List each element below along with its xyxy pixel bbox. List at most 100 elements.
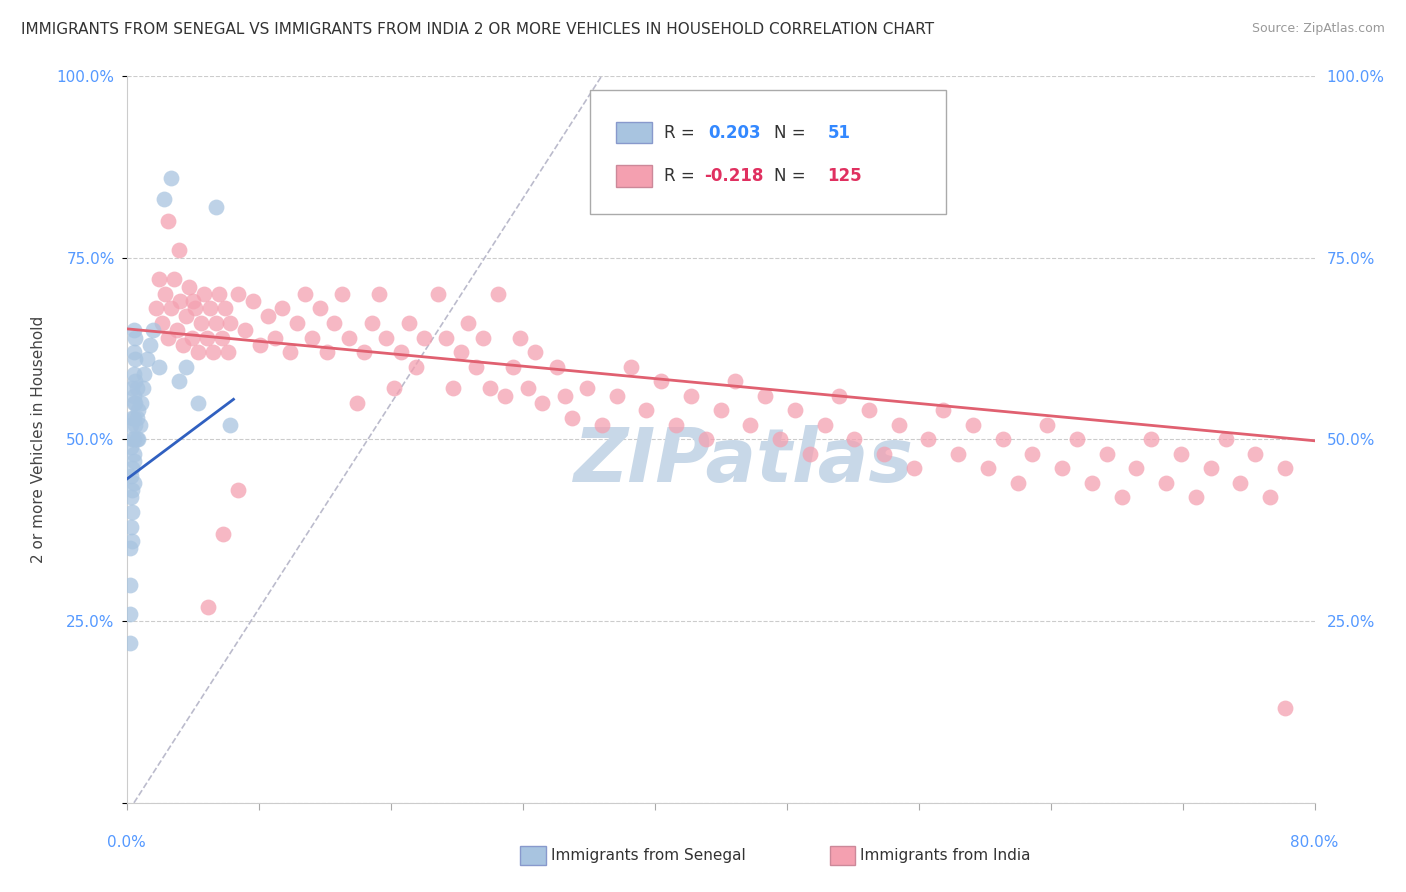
Point xyxy=(139,338,162,352)
Point xyxy=(204,316,226,330)
Point xyxy=(121,381,143,395)
Point xyxy=(207,287,229,301)
FancyBboxPatch shape xyxy=(591,90,946,214)
Point xyxy=(264,330,287,344)
Point xyxy=(278,345,301,359)
Point xyxy=(591,417,613,432)
Text: IMMIGRANTS FROM SENEGAL VS IMMIGRANTS FROM INDIA 2 OR MORE VEHICLES IN HOUSEHOLD: IMMIGRANTS FROM SENEGAL VS IMMIGRANTS FR… xyxy=(21,22,934,37)
Point xyxy=(405,359,427,374)
Point xyxy=(219,316,242,330)
Point xyxy=(118,541,141,556)
Point xyxy=(650,374,672,388)
Point xyxy=(441,381,464,395)
Point xyxy=(813,417,835,432)
Point xyxy=(217,345,239,359)
Point xyxy=(211,330,233,344)
Point xyxy=(122,454,145,468)
Point xyxy=(636,403,658,417)
Text: 125: 125 xyxy=(828,167,862,186)
Point xyxy=(828,389,851,403)
Point xyxy=(174,359,197,374)
Point xyxy=(125,410,148,425)
Point xyxy=(127,432,149,446)
Point xyxy=(316,345,339,359)
Point xyxy=(124,352,146,367)
Point xyxy=(464,359,486,374)
Point xyxy=(167,374,190,388)
Point xyxy=(125,381,148,395)
Point xyxy=(472,330,495,344)
Text: N =: N = xyxy=(775,123,806,142)
Point xyxy=(150,316,173,330)
Point xyxy=(160,301,183,316)
Point xyxy=(546,359,568,374)
Point xyxy=(124,396,146,410)
Point xyxy=(665,417,688,432)
Point xyxy=(124,374,146,388)
Point xyxy=(142,323,165,337)
Point xyxy=(193,287,215,301)
Point xyxy=(201,345,224,359)
Point xyxy=(157,214,180,228)
Point xyxy=(122,410,145,425)
Point xyxy=(204,200,226,214)
Point xyxy=(285,316,308,330)
Point xyxy=(118,607,141,621)
Point xyxy=(1036,417,1059,432)
Point xyxy=(187,345,209,359)
Point xyxy=(1021,447,1043,461)
Text: 80.0%: 80.0% xyxy=(1291,836,1339,850)
Point xyxy=(337,330,360,344)
Text: Immigrants from Senegal: Immigrants from Senegal xyxy=(551,848,747,863)
Point xyxy=(932,403,955,417)
Point xyxy=(122,475,145,490)
Point xyxy=(271,301,294,316)
Point xyxy=(190,316,212,330)
Point xyxy=(783,403,806,417)
Point xyxy=(167,244,190,258)
Point xyxy=(516,381,538,395)
Point xyxy=(457,316,479,330)
Point xyxy=(903,461,925,475)
Point xyxy=(197,599,219,614)
Point xyxy=(233,323,257,337)
Point xyxy=(1229,475,1251,490)
Point xyxy=(308,301,330,316)
Point xyxy=(153,287,176,301)
Point xyxy=(679,389,702,403)
Point xyxy=(121,505,143,519)
Text: Source: ZipAtlas.com: Source: ZipAtlas.com xyxy=(1251,22,1385,36)
Point xyxy=(172,338,194,352)
Y-axis label: 2 or more Vehicles in Household: 2 or more Vehicles in Household xyxy=(31,316,45,563)
Point xyxy=(124,417,146,432)
Text: Immigrants from India: Immigrants from India xyxy=(860,848,1031,863)
Point xyxy=(122,323,145,337)
Point xyxy=(122,389,145,403)
Text: -0.218: -0.218 xyxy=(704,167,763,186)
Bar xyxy=(616,121,651,144)
Point xyxy=(1170,447,1192,461)
Point xyxy=(1274,701,1296,715)
Text: 0.0%: 0.0% xyxy=(107,836,146,850)
Point xyxy=(122,367,145,381)
Point xyxy=(131,396,153,410)
Point xyxy=(242,294,264,309)
Point xyxy=(991,432,1014,446)
Point xyxy=(148,359,170,374)
Point xyxy=(214,301,236,316)
Point xyxy=(134,367,156,381)
Point xyxy=(398,316,420,330)
Point xyxy=(873,447,896,461)
Point xyxy=(382,381,405,395)
Point xyxy=(219,417,242,432)
Point xyxy=(1215,432,1237,446)
Point xyxy=(121,432,143,446)
Point xyxy=(427,287,450,301)
Point xyxy=(368,287,391,301)
Point xyxy=(118,578,141,592)
Point xyxy=(486,287,509,301)
Point xyxy=(554,389,576,403)
Point xyxy=(962,417,984,432)
Point xyxy=(125,432,148,446)
Point xyxy=(129,417,152,432)
